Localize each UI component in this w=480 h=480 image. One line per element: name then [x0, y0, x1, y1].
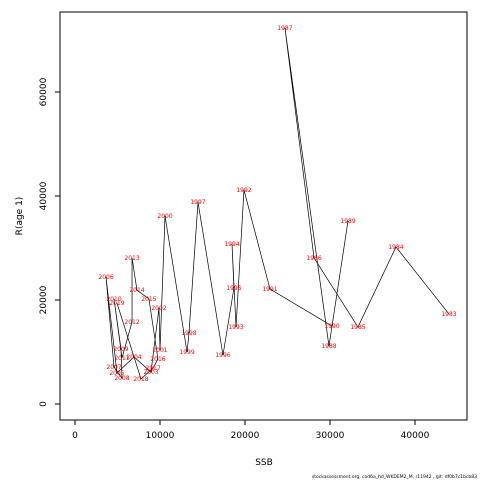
data-line	[105, 27, 450, 380]
year-label: 2006	[98, 274, 113, 281]
y-tick-label: 60000	[39, 77, 49, 106]
year-label: 2019	[109, 300, 124, 307]
x-tick-label: 40000	[401, 431, 430, 441]
y-tick-label: 20000	[39, 285, 49, 314]
x-tick-label: 0	[72, 431, 78, 441]
year-label: 2000	[157, 213, 172, 220]
year-label: 2009	[113, 346, 128, 353]
year-label: 1983	[441, 311, 456, 318]
year-label: 1993	[228, 324, 243, 331]
y-tick-label: 40000	[39, 181, 49, 210]
year-label: 2013	[124, 255, 139, 262]
year-label: 1987	[277, 25, 292, 32]
year-label: 2002	[151, 305, 166, 312]
y-tick-label: 0	[39, 401, 49, 407]
year-label: 2014	[129, 287, 144, 294]
year-label: 2001	[152, 347, 167, 354]
x-tick-label: 20000	[231, 431, 260, 441]
year-label: 2017	[145, 365, 160, 372]
year-label: 2015	[141, 296, 156, 303]
year-label: 2011	[114, 355, 129, 362]
year-label: 1992	[236, 187, 251, 194]
year-label: 1994	[224, 241, 239, 248]
year-label: 1999	[179, 349, 194, 356]
year-label: 1997	[190, 199, 205, 206]
y-axis-label: R(age 1)	[15, 197, 25, 236]
year-label: 1989	[340, 218, 355, 225]
year-label: 1990	[324, 323, 339, 330]
year-label: 2010	[106, 296, 121, 303]
x-axis-label: SSB	[255, 458, 273, 468]
year-label: 1984	[388, 244, 403, 251]
year-label: 2018	[133, 376, 148, 383]
year-label: 1985	[350, 324, 365, 331]
year-label: 1991	[262, 286, 277, 293]
x-tick-label: 30000	[316, 431, 345, 441]
plot-frame	[59, 11, 468, 421]
year-label: 1986	[306, 255, 321, 262]
year-label: 2003	[143, 369, 158, 376]
year-label: 1988	[321, 343, 336, 350]
year-label: 1996	[215, 352, 230, 359]
year-label: 2016	[150, 356, 165, 363]
year-label: 1995	[226, 285, 241, 292]
year-label: 2007	[106, 364, 121, 371]
year-label: 2008	[114, 375, 129, 382]
footer: stockassessment.org, cod6a_hd_WKDEM2_M, …	[312, 474, 477, 480]
x-tick-label: 10000	[146, 431, 175, 441]
year-label: 2004	[126, 354, 141, 361]
year-label: 2012	[124, 319, 139, 326]
year-label: 2005	[109, 370, 124, 377]
year-label: 1998	[181, 330, 196, 337]
